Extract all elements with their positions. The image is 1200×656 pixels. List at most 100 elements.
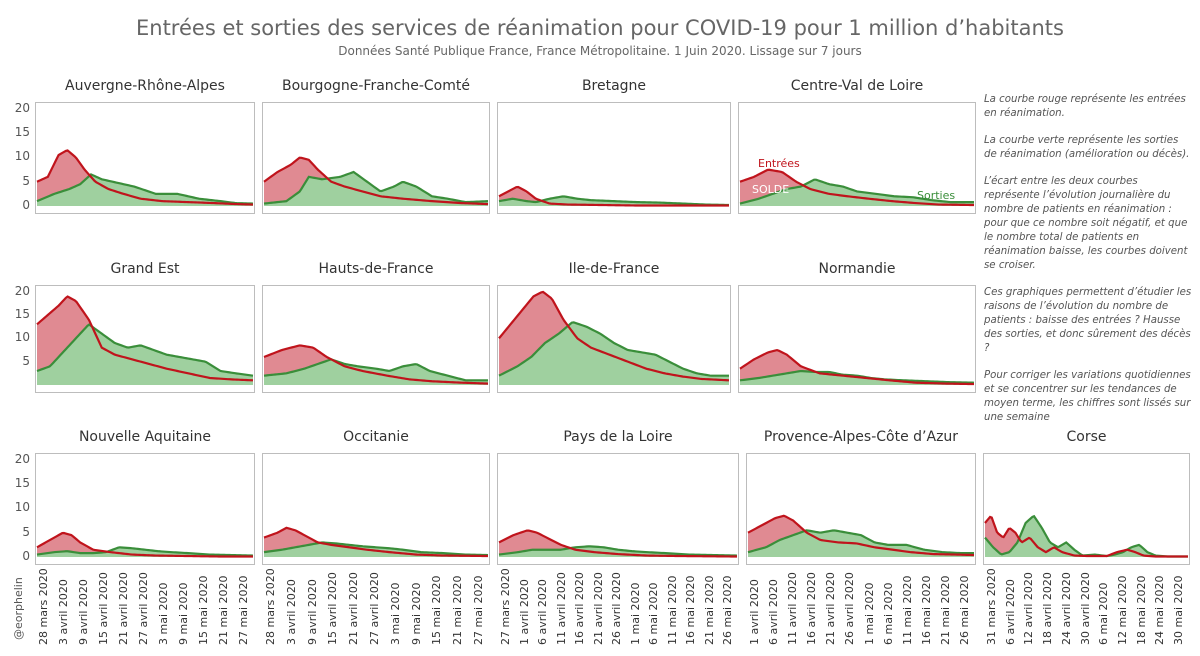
x-tick-label: 1 mai 2020: [628, 582, 642, 646]
x-tick-label: 9 avril 2020: [305, 579, 319, 645]
line-sorties-bourgogne-franche-comte: [263, 170, 489, 205]
panel-frame-ile-de-france: [497, 285, 731, 393]
x-tick-label: 21 avril 2020: [347, 572, 361, 645]
note-2: La courbe verte représente les sorties d…: [984, 135, 1190, 160]
x-tick-label: 16 mai 2020: [919, 575, 933, 646]
x-tick-label: 21 avril 2020: [117, 572, 130, 645]
panel-frame-corse: [983, 453, 1190, 565]
x-tick-label: 30 avril 2020: [1078, 572, 1092, 645]
x-tick-label: 27 mars 2020: [499, 568, 512, 645]
line-sorties-grand-est: [36, 323, 254, 377]
annotation-sorties: Sorties: [917, 189, 956, 202]
panel-plot-bourgogne-franche-comte: [263, 156, 489, 206]
x-tick-label: 11 mai 2020: [900, 575, 914, 646]
x-tick-label: 1 mai 2020: [862, 582, 876, 646]
area-entrees-excess-nouvelle-aquitaine: [37, 533, 253, 557]
x-tick-label: 1 avril 2020: [517, 579, 531, 645]
panel-frame-bourgogne-franche-comte: [262, 102, 490, 214]
area-entrees-excess-pays-de-la-loire: [499, 530, 737, 557]
line-entrees-auvergne-rhone-alpes: [36, 149, 254, 206]
y-tick-label: 20: [14, 283, 30, 298]
area-entrees-excess-normandie: [740, 350, 974, 385]
annotation-entrees: Entrées: [758, 157, 800, 170]
x-tick-label: 1 avril 2020: [748, 579, 761, 645]
line-entrees-grand-est: [36, 295, 254, 382]
panel-plot-pays-de-la-loire: [498, 529, 738, 558]
y-tick-label: 5: [22, 353, 30, 368]
x-tick-label: 12 avril 2020: [1022, 572, 1036, 645]
line-entrees-nouvelle-aquitaine: [36, 531, 253, 558]
explanation-notes: La courbe rouge représente les entrées e…: [984, 93, 1194, 438]
x-tick-label: 12 mai 2020: [1115, 575, 1129, 646]
x-tick-label: 27 avril 2020: [137, 572, 150, 645]
x-tick-label: 21 mai 2020: [938, 575, 952, 646]
panel-frame-auvergne-rhone-alpes: [35, 102, 255, 214]
x-tick-label: 15 mai 2020: [197, 575, 210, 646]
panel-title-bourgogne-franche-comte: Bourgogne-Franche-Comté: [282, 78, 470, 94]
area-common-hauts-de-france: [264, 359, 488, 385]
x-tick-label: 11 avril 2020: [554, 572, 568, 645]
line-sorties-ile-de-france: [498, 321, 729, 377]
x-tick-label: 6 mai 2020: [647, 582, 660, 646]
chart-title: Entrées et sorties des services de réani…: [136, 16, 1064, 40]
x-tick-label: 15 mai 2020: [430, 575, 444, 646]
x-tick-label: 9 mai 2020: [409, 582, 423, 646]
x-tick-label: 16 mai 2020: [684, 575, 697, 646]
area-entrees-excess-occitanie: [264, 527, 488, 557]
panel-plot-occitanie: [263, 526, 489, 558]
x-tick-label: 3 avril 2020: [57, 579, 70, 645]
area-common-occitanie: [264, 542, 488, 557]
panel-title-ile-de-france: Ile-de-France: [568, 261, 660, 277]
x-tick-label: 27 avril 2020: [368, 572, 381, 645]
panel-title-grand-est: Grand Est: [110, 261, 180, 277]
panel-frame-pays-de-la-loire: [497, 453, 739, 565]
panel-plot-centre-val-de-loire: [739, 168, 975, 207]
x-tick-label: 9 mai 2020: [177, 582, 190, 646]
x-tick-label: 18 mai 2020: [1134, 575, 1148, 646]
area-common-nouvelle-aquitaine: [37, 551, 253, 557]
note-5: Pour corriger les variations quotidienne…: [984, 370, 1191, 423]
line-entrees-hauts-de-france: [263, 344, 489, 385]
line-entrees-provence-alpes-cote-d-azur: [747, 514, 975, 557]
area-common-centre-val-de-loire: [740, 185, 974, 206]
line-sorties-normandie: [739, 369, 975, 384]
note-3: L’écart entre les deux courbes représent…: [984, 176, 1188, 271]
y-tick-label: 20: [14, 100, 30, 115]
x-tick-label: 28 mars 2020: [37, 568, 50, 645]
x-tick-label: 24 avril 2020: [1059, 572, 1073, 645]
x-tick-label: 21 avril 2020: [824, 572, 838, 645]
line-sorties-pays-de-la-loire: [498, 545, 738, 557]
area-common-auvergne-rhone-alpes: [37, 176, 253, 206]
area-entrees-excess-bourgogne-franche-comte: [264, 157, 488, 205]
area-common-corse: [985, 537, 1188, 557]
x-tick-label: 3 avril 2020: [284, 579, 298, 645]
x-tick-label: 26 avril 2020: [843, 572, 857, 645]
area-sorties-excess-grand-est: [37, 324, 253, 381]
x-tick-label: 21 mai 2020: [217, 575, 230, 646]
area-entrees-excess-centre-val-de-loire: [740, 169, 974, 206]
x-tick-label: 11 mai 2020: [665, 575, 679, 646]
x-tick-label: 6 mai 2020: [881, 582, 895, 646]
panel-title-normandie: Normandie: [818, 261, 896, 277]
panel-plot-provence-alpes-cote-d-azur: [747, 514, 975, 557]
panel-frame-centre-val-de-loire: [738, 102, 976, 214]
line-sorties-hauts-de-france: [263, 358, 488, 382]
panel-title-hauts-de-france: Hauts-de-France: [318, 261, 434, 277]
area-common-provence-alpes-cote-d-azur: [748, 531, 974, 557]
y-tick-label: 5: [22, 173, 30, 188]
line-sorties-auvergne-rhone-alpes: [36, 173, 254, 205]
panel-title-corse: Corse: [1066, 429, 1107, 445]
panel-title-provence-alpes-cote-d-azur: Provence-Alpes-Côte d’Azur: [763, 429, 959, 445]
y-tick-label: 20: [14, 451, 30, 466]
line-entrees-pays-de-la-loire: [498, 529, 738, 558]
panel-frame-grand-est: [35, 285, 255, 393]
x-tick-label: 16 avril 2020: [805, 572, 819, 645]
panel-plot-bretagne: [498, 185, 730, 207]
area-common-grand-est: [37, 324, 253, 385]
panel-frame-provence-alpes-cote-d-azur: [746, 453, 976, 565]
panel-title-bretagne: Bretagne: [581, 78, 647, 94]
panel-frame-nouvelle-aquitaine: [35, 453, 255, 565]
area-common-bourgogne-franche-comte: [264, 176, 488, 206]
x-tick-label: 15 avril 2020: [326, 572, 340, 645]
